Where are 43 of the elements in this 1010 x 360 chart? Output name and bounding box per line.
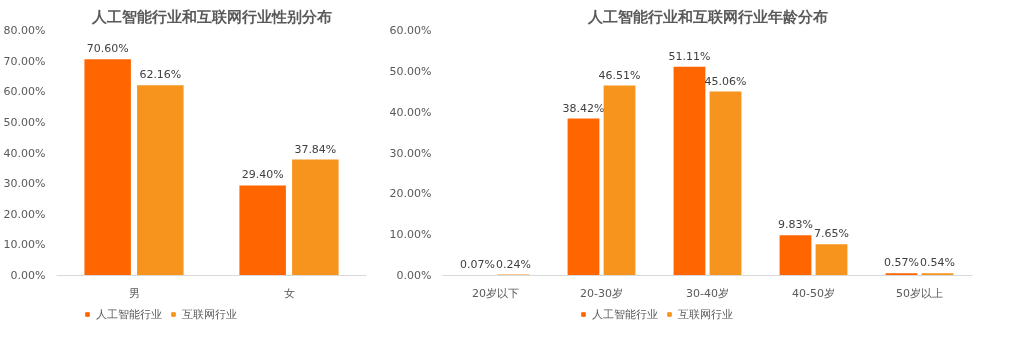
y-tick-label: 0.00% (396, 269, 432, 282)
y-tick-label: 50.00% (389, 64, 432, 78)
x-tick-label: 男 (128, 286, 140, 300)
y-tick-label: 20.00% (389, 187, 432, 201)
y-tick-label: 40.00% (3, 146, 46, 160)
y-tick-label: 0.00% (10, 269, 46, 282)
y-tick-label: 10.00% (389, 228, 432, 242)
y-tick-label: 30.00% (3, 177, 46, 191)
x-tick-label: 20岁以下 (472, 286, 519, 300)
y-tick-label: 60.00% (389, 24, 432, 37)
x-tick-label: 女 (283, 286, 295, 300)
x-tick-label: 30-40岁 (686, 286, 729, 300)
data-label: 0.24% (496, 257, 531, 271)
y-tick-label: 70.00% (3, 54, 46, 68)
chart-title: 人工智能行业和互联网行业年龄分布 (586, 7, 828, 26)
x-tick-label: 20-30岁 (580, 286, 623, 300)
y-tick-label: 50.00% (3, 115, 46, 129)
data-label: 46.51% (598, 68, 641, 82)
data-label: 7.65% (814, 227, 849, 241)
y-tick-label: 60.00% (3, 85, 46, 99)
y-tick-label: 10.00% (3, 238, 46, 252)
data-label: 45.06% (704, 74, 747, 88)
legend-label: 互联网行业 (182, 306, 238, 322)
y-tick-label: 40.00% (389, 105, 432, 119)
data-label: 38.42% (562, 101, 605, 115)
y-tick-label: 20.00% (3, 207, 46, 221)
data-label: 0.54% (920, 256, 955, 270)
data-label: 29.40% (241, 168, 284, 182)
data-label: 70.60% (86, 42, 129, 56)
legend-label: 人工智能行业 (592, 306, 659, 322)
legend-label: 互联网行业 (678, 306, 734, 322)
y-tick-label: 80.00% (3, 24, 46, 37)
x-tick-label: 50岁以上 (896, 286, 943, 300)
chart-title: 人工智能行业和互联网行业性别分布 (90, 7, 332, 26)
data-label: 51.11% (668, 49, 711, 63)
data-label: 62.16% (139, 68, 182, 82)
data-label: 37.84% (294, 142, 337, 156)
data-label: 0.57% (884, 256, 919, 270)
y-tick-label: 30.00% (389, 146, 432, 160)
legend-label: 人工智能行业 (96, 306, 163, 322)
data-label: 0.07% (460, 258, 495, 272)
data-label: 9.83% (778, 218, 813, 232)
x-tick-label: 40-50岁 (792, 286, 835, 300)
